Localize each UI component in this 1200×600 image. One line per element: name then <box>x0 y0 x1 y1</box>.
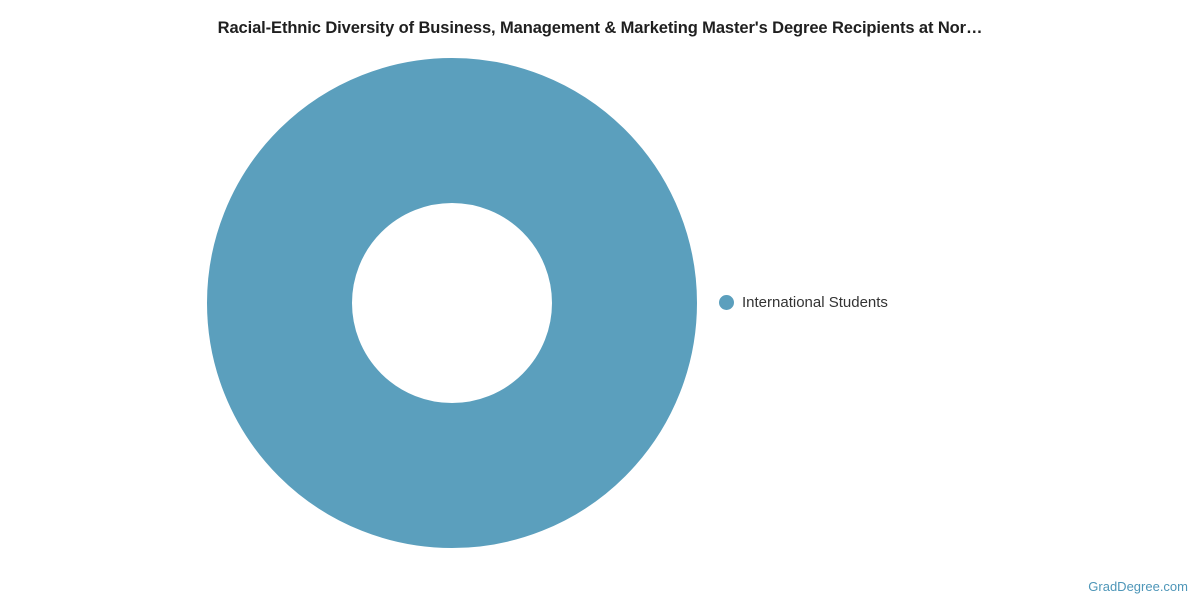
legend-item-label: International Students <box>742 294 888 311</box>
donut-plot-area <box>207 58 697 548</box>
chart-title: Racial-Ethnic Diversity of Business, Man… <box>217 19 983 37</box>
legend-marker-dot <box>719 295 734 310</box>
donut-slice-international-students[interactable] <box>207 58 697 548</box>
watermark-link[interactable]: GradDegree.com <box>1088 579 1188 594</box>
legend-marker-icon <box>719 295 734 310</box>
legend-item-international-students[interactable]: International Students <box>719 294 888 311</box>
